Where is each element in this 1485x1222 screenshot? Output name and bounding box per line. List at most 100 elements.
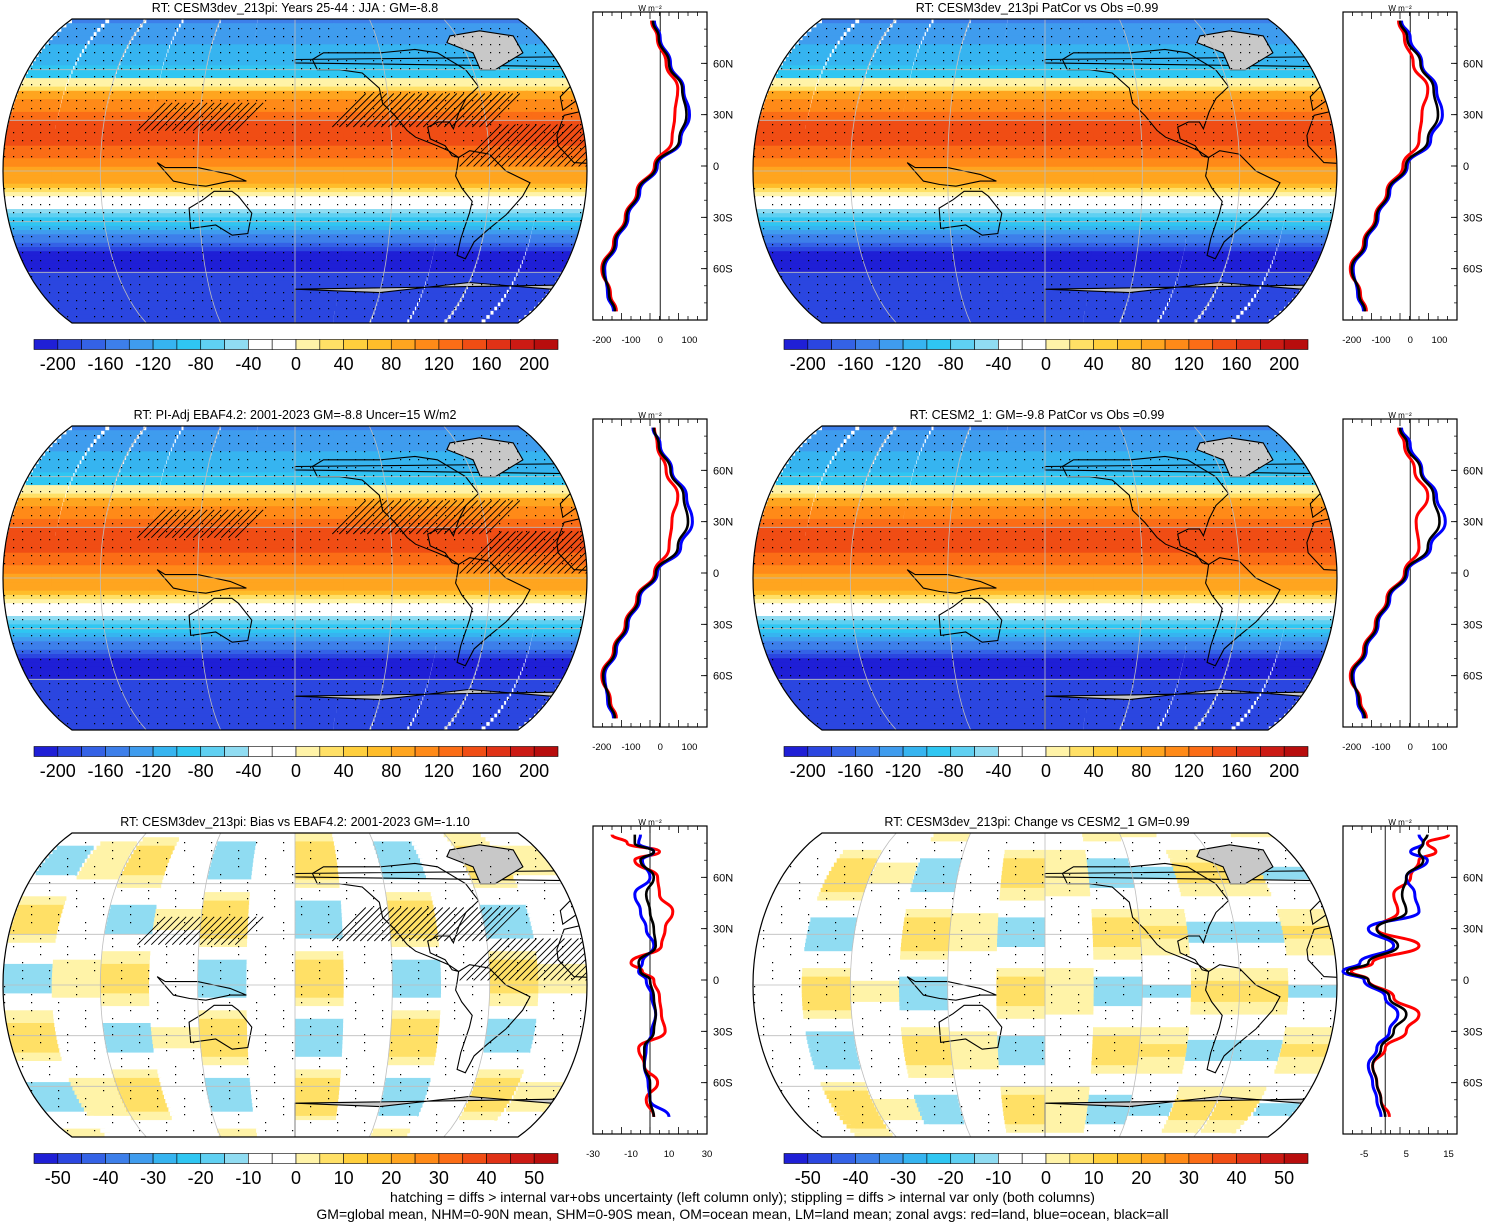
colorbar-tick-label: -120 — [135, 761, 171, 781]
zonal-x-tick: -200 — [1342, 335, 1361, 346]
colorbar-swatch — [784, 1154, 808, 1164]
zonal-frame — [1343, 826, 1457, 1134]
colorbar-swatch — [58, 747, 82, 757]
colorbar-swatch — [1141, 747, 1165, 757]
panel-title: RT: CESM3dev_213pi PatCor vs Obs =0.99 — [742, 0, 1332, 16]
colorbar-swatch — [391, 1154, 415, 1164]
colorbar-swatch — [34, 1154, 58, 1164]
zonal-lat-tick: 60N — [1463, 872, 1483, 884]
colorbar-swatch — [1213, 340, 1237, 350]
panel-title: RT: CESM3dev_213pi: Change vs CESM2_1 GM… — [742, 814, 1332, 830]
world-map — [0, 16, 590, 326]
colorbar-tick-label: -30 — [140, 1168, 166, 1188]
colorbar-tick-label: -80 — [188, 761, 214, 781]
colorbar-tick-label: 30 — [429, 1168, 449, 1188]
zonal-lat-tick: 60S — [1463, 1078, 1483, 1090]
panel-1: RT: CESM3dev_213pi: Years 25-44 : JJA : … — [0, 0, 742, 407]
zonal-frame — [593, 12, 707, 320]
colorbar-tick-label: 40 — [1084, 761, 1104, 781]
zonal-lat-tick: 0 — [1463, 568, 1469, 580]
zonal-line-land — [602, 21, 678, 312]
zonal-lat-tick: 0 — [713, 975, 719, 987]
panel-6: RT: CESM3dev_213pi: Change vs CESM2_1 GM… — [742, 814, 1484, 1221]
zonal-frame — [593, 419, 707, 727]
colorbar-swatch — [1260, 747, 1284, 757]
colorbar-swatch — [153, 747, 177, 757]
colorbar-tick-label: -160 — [87, 761, 123, 781]
colorbar-swatch — [1046, 1154, 1070, 1164]
colorbar-swatch — [1284, 747, 1308, 757]
colorbar-tick-label: -40 — [985, 761, 1011, 781]
colorbar-tick-label: -120 — [885, 761, 921, 781]
zonal-x-tick: 100 — [1432, 742, 1448, 753]
zonal-x-tick: 0 — [1408, 742, 1413, 753]
colorbar-swatch — [177, 340, 201, 350]
zonal-line-ocean — [605, 428, 693, 719]
colorbar-tick-label: 80 — [381, 761, 401, 781]
colorbar-swatch — [177, 747, 201, 757]
zonal-lat-tick: 0 — [1463, 975, 1469, 987]
zonal-x-tick: -30 — [586, 1149, 600, 1160]
zonal-line-land — [1351, 835, 1448, 1117]
colorbar-swatches — [34, 746, 558, 758]
colorbar-tick-label: -10 — [235, 1168, 261, 1188]
panel-3: RT: PI-Adj EBAF4.2: 2001-2023 GM=-8.8 Un… — [0, 407, 742, 814]
colorbar-swatch — [1141, 340, 1165, 350]
colorbar-swatch — [201, 1154, 225, 1164]
zonal-x-tick: -100 — [621, 335, 640, 346]
colorbar-tick-label: -20 — [188, 1168, 214, 1188]
colorbar-swatches — [784, 1153, 1308, 1165]
zonal-line-land — [602, 428, 678, 719]
colorbar-swatch — [1022, 340, 1046, 350]
zonal-lat-tick: 60S — [713, 671, 733, 683]
zonal-lat-tick: 60S — [1463, 671, 1483, 683]
zonal-lat-tick: 60N — [1463, 465, 1483, 477]
colorbar-swatch — [510, 747, 534, 757]
colorbar-swatch — [1260, 1154, 1284, 1164]
colorbar-tick-label: 0 — [1041, 1168, 1051, 1188]
colorbar-tick-label: 120 — [424, 354, 454, 374]
zonal-x-tick: 5 — [1404, 1149, 1409, 1160]
colorbar-swatch — [439, 340, 463, 350]
colorbar-tick-label: 200 — [1269, 761, 1299, 781]
zonal-x-tick: 0 — [658, 742, 663, 753]
colorbar-swatch — [951, 747, 975, 757]
colorbar-swatch — [927, 747, 951, 757]
colorbar-swatch — [1070, 747, 1094, 757]
colorbar-swatch — [225, 1154, 249, 1164]
colorbar-tick-label: 0 — [291, 1168, 301, 1188]
colorbar-tick-label: 40 — [476, 1168, 496, 1188]
panel-2: RT: CESM3dev_213pi PatCor vs Obs =0.99 W… — [742, 0, 1484, 407]
zonal-x-tick: 100 — [682, 335, 698, 346]
colorbar-tick-label: -160 — [87, 354, 123, 374]
zonal-unit: W m⁻² — [638, 411, 662, 420]
colorbar-swatch — [248, 747, 272, 757]
panel-title: RT: CESM2_1: GM=-9.8 PatCor vs Obs =0.99 — [742, 407, 1332, 423]
zonal-line-all — [603, 21, 686, 312]
zonal-unit: W m⁻² — [638, 4, 662, 13]
zonal-x-tick: -5 — [1360, 1149, 1368, 1160]
world-map — [750, 423, 1340, 733]
zonal-line-all — [603, 428, 688, 719]
colorbar-swatches — [784, 746, 1308, 758]
zonal-lat-tick: 30N — [1463, 110, 1483, 122]
colorbar-swatch — [105, 747, 129, 757]
zonal-lat-tick: 60N — [713, 58, 733, 70]
zonal-lat-tick: 60N — [713, 465, 733, 477]
colorbar-swatch — [439, 1154, 463, 1164]
colorbar-swatch — [225, 747, 249, 757]
panel-4: RT: CESM2_1: GM=-9.8 PatCor vs Obs =0.99… — [742, 407, 1484, 814]
colorbar-swatch — [463, 1154, 487, 1164]
colorbar-swatch — [879, 1154, 903, 1164]
colorbar-tick-label: 20 — [1131, 1168, 1151, 1188]
zonal-lat-tick: 30N — [1463, 517, 1483, 529]
colorbar-swatch — [1094, 1154, 1118, 1164]
colorbar-swatch — [808, 747, 832, 757]
colorbar-swatches — [784, 339, 1308, 351]
zonal-lat-tick: 30S — [1463, 212, 1483, 224]
colorbar-swatch — [808, 340, 832, 350]
colorbar-swatch — [855, 340, 879, 350]
zonal-x-tick: 15 — [1443, 1149, 1454, 1160]
